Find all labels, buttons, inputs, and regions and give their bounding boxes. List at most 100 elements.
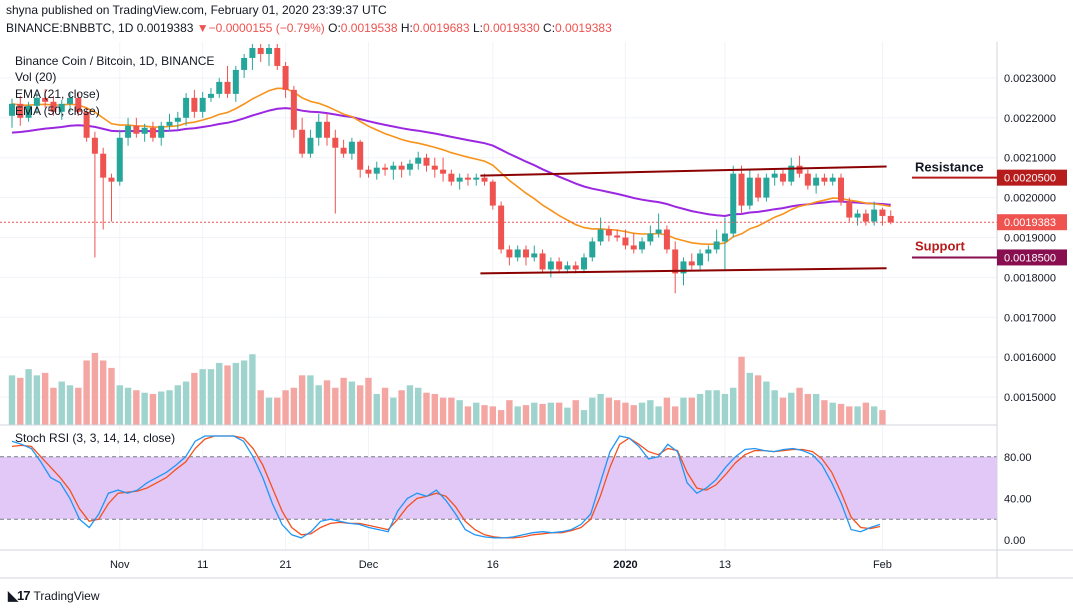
support-price-tag-label: 0.0018500 [1004, 252, 1056, 264]
volume-bar [821, 400, 828, 425]
volume-bar [771, 390, 778, 425]
candle-body [738, 173, 745, 206]
stoch-tick-label: 40.00 [1004, 493, 1032, 505]
volume-bar [663, 397, 671, 425]
candle-body [630, 245, 637, 250]
volume-bar [705, 390, 712, 425]
open-value: 0.0019538 [340, 21, 398, 35]
candle-body [42, 97, 49, 102]
candle-body [274, 47, 281, 66]
volume-bar [879, 410, 886, 425]
y-tick-label: 0.0019000 [1004, 232, 1056, 244]
volume-bar [340, 377, 347, 425]
candle-body [340, 147, 347, 154]
last-price: 0.0019383 [136, 21, 194, 35]
candle-body [116, 137, 123, 182]
volume-bar [83, 360, 90, 425]
candle-body [324, 121, 331, 138]
volume-bar [564, 407, 571, 425]
candle-body [299, 129, 306, 154]
candle-body [174, 117, 181, 122]
candle-body [91, 137, 98, 154]
support-trendline [480, 267, 887, 275]
volume-bar [589, 397, 596, 425]
resistance-trendline [480, 165, 887, 177]
candle-body [589, 241, 596, 258]
volume-bar [580, 410, 588, 425]
volume-bar [390, 397, 397, 425]
volume-bar [17, 377, 24, 425]
y-tick-label: 0.0023000 [1004, 73, 1056, 85]
candle-body [149, 127, 156, 138]
y-tick-label: 0.0018000 [1004, 272, 1056, 284]
volume-bar [315, 385, 322, 425]
volume-bar [274, 397, 281, 425]
candle-body [813, 177, 820, 186]
candle-body [464, 177, 471, 180]
tradingview-logo[interactable]: ◣17 TradingView [8, 588, 100, 604]
candle-body [265, 47, 272, 54]
resistance-annotation: Resistance [915, 160, 984, 175]
volume-bar [854, 406, 861, 425]
volume-bar [613, 400, 621, 425]
volume-bar [307, 375, 314, 425]
candle-body [547, 261, 554, 270]
volume-bar [829, 402, 836, 425]
symbol-label: BINANCE:BNBBTC, 1D [6, 21, 134, 35]
candle-body [531, 253, 538, 258]
resistance-price-tag-label: 0.0020500 [1004, 173, 1056, 185]
candle-body [133, 125, 140, 134]
candle-body [158, 125, 165, 138]
candle-body [597, 229, 604, 242]
candle-body [282, 65, 289, 90]
x-tick-label: 16 [487, 559, 499, 571]
ema21-line [11, 87, 891, 246]
volume-bar [870, 406, 878, 425]
candle-body [390, 165, 397, 170]
volume-bar [108, 367, 115, 425]
candle-body [705, 249, 712, 254]
candle-body [522, 249, 529, 258]
candle-body [257, 47, 264, 54]
stoch-tick-label: 80.00 [1004, 452, 1032, 464]
volume-bar [249, 354, 256, 425]
volume-bar [207, 369, 215, 425]
volume-bar [804, 393, 812, 425]
ema50-legend: EMA (50, close) [15, 104, 100, 118]
candle-body [25, 105, 32, 118]
candle-body [879, 209, 886, 216]
volume-bar [439, 397, 447, 425]
volume-bar [862, 402, 870, 425]
x-tick-label: 11 [197, 559, 208, 571]
low-label: L: [472, 21, 483, 35]
x-tick-label: Dec [359, 559, 379, 571]
candle-body [821, 177, 828, 182]
candle-body [67, 97, 74, 104]
volume-bar [506, 400, 513, 425]
candle-body [382, 167, 389, 170]
candle-body [779, 173, 786, 182]
ema50-line [11, 107, 891, 218]
volume-bar [688, 397, 695, 425]
volume-bar [730, 387, 737, 425]
x-tick-label: 21 [279, 559, 291, 571]
candle-body [647, 233, 654, 242]
volume-bar [672, 406, 679, 425]
volume-bar [124, 387, 132, 425]
volume-bar [597, 393, 604, 425]
volume-bar [423, 392, 430, 425]
volume-bar [713, 390, 720, 425]
volume-bar [738, 356, 745, 425]
y-tick-label: 0.0021000 [1004, 153, 1056, 165]
volume-bar [796, 387, 803, 425]
volume-bar [41, 372, 49, 425]
candle-body [862, 213, 869, 222]
candle-body [440, 169, 447, 174]
volume-bar [721, 393, 729, 425]
candle-body [697, 253, 704, 266]
candle-body [241, 57, 248, 70]
candle-body [58, 103, 65, 112]
ema21-legend: EMA (21, close) [15, 87, 100, 101]
candle-body [788, 165, 795, 182]
